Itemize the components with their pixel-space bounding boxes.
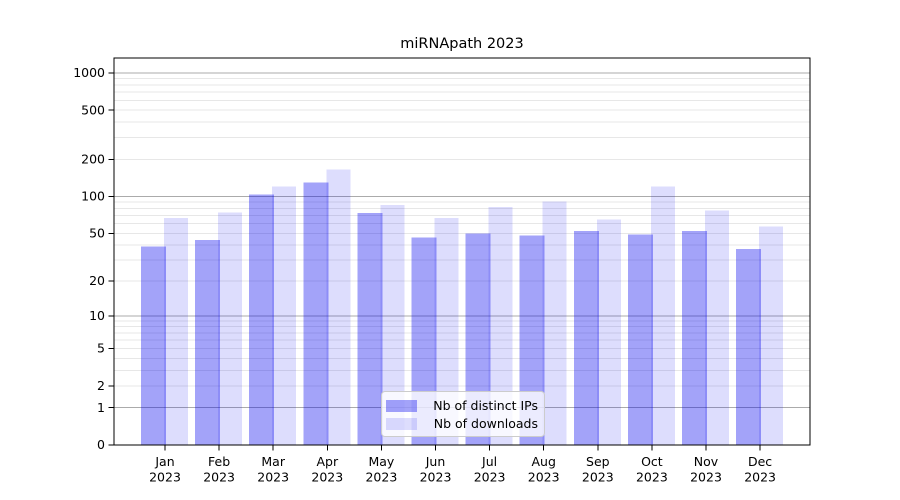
bar-downloads (650, 186, 675, 445)
bar-downloads (488, 207, 513, 445)
bar-distinct-ips (573, 231, 599, 445)
x-tick-label-month: Jan (154, 454, 174, 469)
x-tick-label-month: Jul (481, 454, 497, 469)
bar-downloads (218, 212, 243, 445)
y-tick-label: 1000 (73, 65, 105, 80)
bar-downloads (164, 217, 188, 445)
y-tick-label: 1 (97, 400, 105, 415)
bar-distinct-ips (682, 231, 707, 445)
bar-downloads (759, 226, 784, 445)
x-tick-label-month: Jun (425, 454, 446, 469)
x-tick-label-month: May (368, 454, 394, 469)
x-tick-label-month: Apr (316, 454, 338, 469)
x-tick-label-month: Feb (208, 454, 230, 469)
bar-distinct-ips (195, 240, 221, 445)
x-tick-label-year: 2023 (149, 470, 181, 485)
x-tick-label-month: Oct (641, 454, 663, 469)
y-tick-label: 100 (81, 189, 105, 204)
x-tick-label-month: Nov (694, 454, 719, 469)
bar-distinct-ips (627, 234, 653, 445)
legend-label-downloads: Nb of downloads (433, 416, 538, 431)
y-tick-label: 0 (97, 437, 105, 452)
y-tick-label: 200 (81, 152, 105, 167)
bar-downloads (705, 210, 729, 445)
x-tick-label-month: Aug (531, 454, 555, 469)
bar-distinct-ips (357, 213, 383, 445)
x-tick-label-year: 2023 (474, 470, 506, 485)
y-tick-label: 10 (89, 308, 105, 323)
x-tick-label-year: 2023 (420, 470, 452, 485)
bar-downloads (326, 169, 351, 445)
y-tick-label: 20 (89, 273, 105, 288)
y-tick-label: 2 (97, 378, 105, 393)
legend-item-downloads: Nb of downloads (386, 417, 538, 430)
bar-downloads (272, 186, 297, 445)
bar-distinct-ips (141, 246, 166, 445)
legend: Nb of distinct IPs Nb of downloads (381, 391, 545, 437)
x-tick-label-year: 2023 (257, 470, 289, 485)
x-tick-label-year: 2023 (582, 470, 614, 485)
x-tick-label-year: 2023 (528, 470, 560, 485)
bar-distinct-ips (249, 194, 275, 445)
chart-title: miRNApath 2023 (400, 36, 524, 52)
x-tick-label-year: 2023 (690, 470, 722, 485)
x-tick-label-month: Sep (586, 454, 610, 469)
x-tick-label-year: 2023 (365, 470, 397, 485)
x-tick-label-year: 2023 (311, 470, 343, 485)
bar-distinct-ips (303, 182, 329, 445)
y-tick-label: 5 (97, 341, 105, 356)
x-tick-label-month: Dec (748, 454, 772, 469)
plot-frame (113, 57, 811, 446)
x-tick-label-month: Mar (261, 454, 285, 469)
bar-downloads (596, 219, 621, 445)
x-tick-label-year: 2023 (744, 470, 776, 485)
x-tick-label-year: 2023 (203, 470, 235, 485)
y-tick-label: 500 (81, 102, 105, 117)
bar-downloads (542, 201, 567, 445)
bar-distinct-ips (736, 249, 762, 445)
y-tick-label: 50 (89, 225, 105, 240)
legend-item-distinct-ips: Nb of distinct IPs (386, 399, 538, 412)
x-tick-label-year: 2023 (636, 470, 668, 485)
legend-swatch-ips-icon (386, 399, 417, 412)
legend-label-ips: Nb of distinct IPs (433, 398, 538, 413)
legend-swatch-downloads-icon (386, 417, 417, 430)
